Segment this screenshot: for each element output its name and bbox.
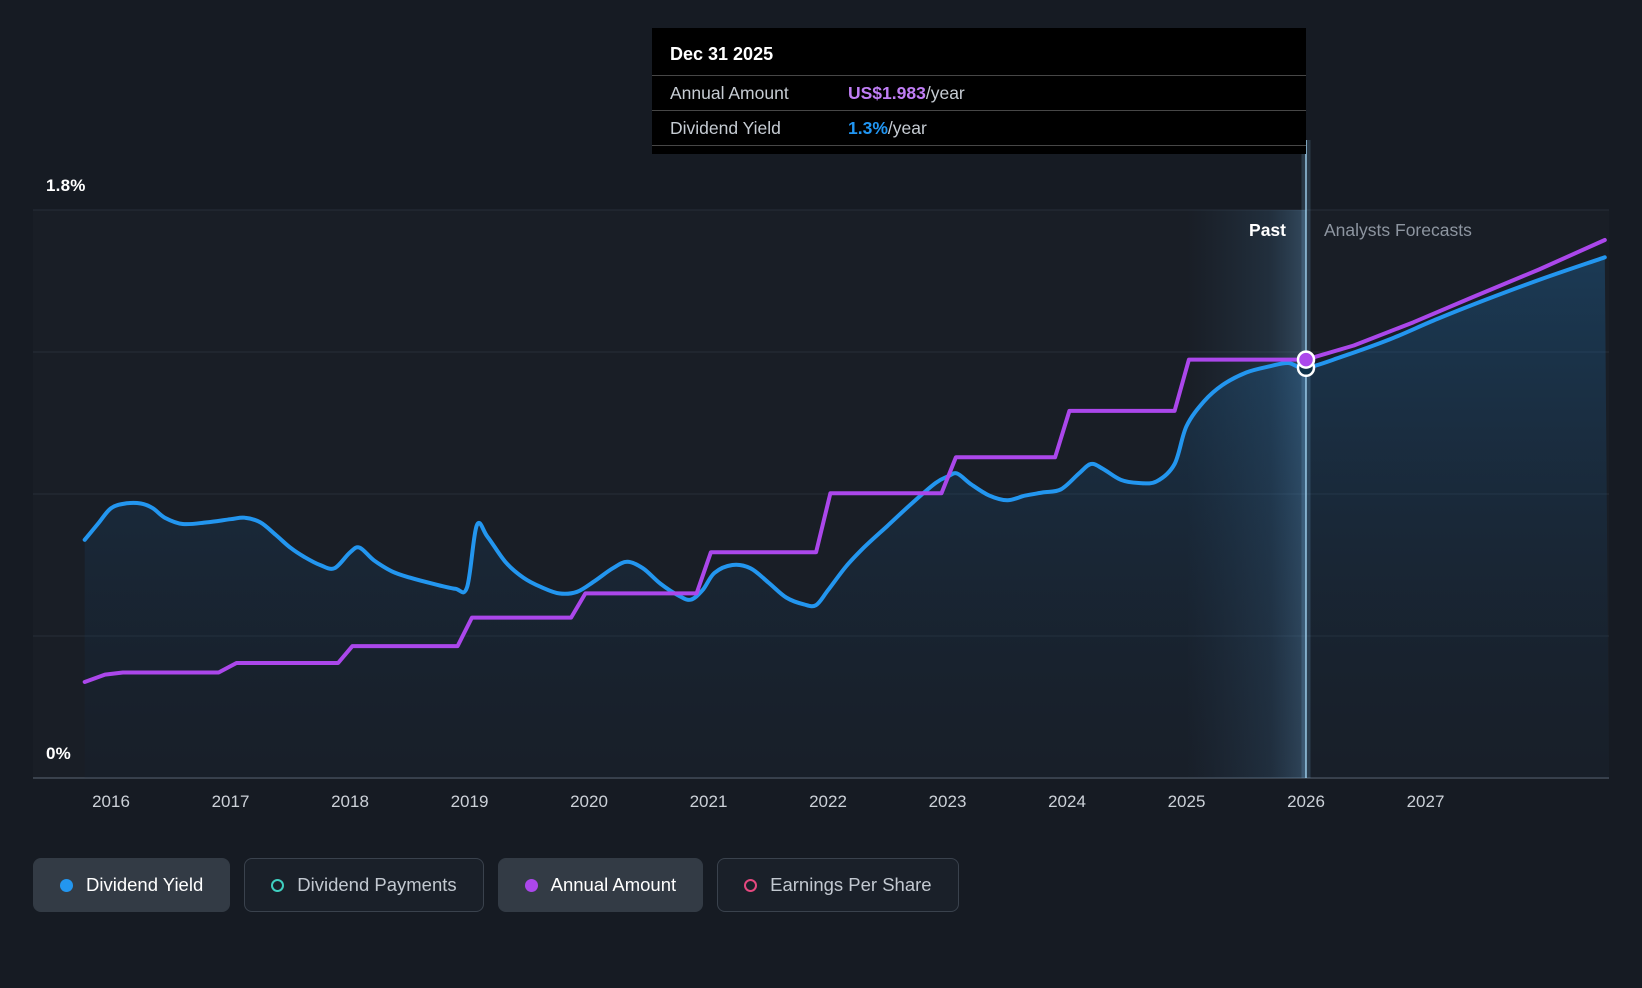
tooltip-row-dividend-yield: Dividend Yield 1.3% /year <box>652 111 1306 146</box>
dividend-yield-dot-icon <box>60 878 73 892</box>
x-tick-label: 2016 <box>92 792 130 811</box>
dividend-payments-ring-icon <box>271 878 285 892</box>
analysts-forecasts-label: Analysts Forecasts <box>1324 220 1472 240</box>
x-tick-label: 2024 <box>1048 792 1086 811</box>
x-tick-label: 2027 <box>1406 792 1445 811</box>
legend-label: Annual Amount <box>550 874 677 895</box>
y-axis-label-min: 0% <box>46 744 71 763</box>
tooltip-suffix: /year <box>887 117 927 138</box>
earnings-per-share-ring-icon <box>744 878 758 892</box>
tooltip-value: US$1.983 <box>848 82 926 103</box>
tooltip-value: 1.3% <box>848 117 888 138</box>
x-tick-label: 2017 <box>211 792 250 811</box>
x-tick-label: 2019 <box>450 792 489 811</box>
x-tick-label: 2025 <box>1167 792 1206 811</box>
past-region-label: Past <box>1249 220 1286 240</box>
x-tick-label: 2026 <box>1287 792 1325 811</box>
annual-amount-dot-icon <box>524 878 538 892</box>
tooltip-label: Dividend Yield <box>670 117 781 138</box>
tooltip-date: Dec 31 2025 <box>652 38 1306 76</box>
legend-toggle-earnings-per-share[interactable]: Earnings Per Share <box>717 858 959 912</box>
legend-label: Dividend Payments <box>297 874 457 895</box>
x-tick-label: 2021 <box>689 792 728 811</box>
x-tick-label: 2023 <box>928 792 967 811</box>
tooltip-row-annual-amount: Annual Amount US$1.983 /year <box>652 76 1306 111</box>
legend-label: Dividend Yield <box>86 874 204 895</box>
chart-tooltip: Dec 31 2025 Annual Amount US$1.983 /year… <box>652 28 1306 154</box>
legend-toggle-dividend-yield[interactable]: Dividend Yield <box>33 858 231 912</box>
chart-legend: Dividend Yield Dividend Payments Annual … <box>33 858 959 912</box>
x-tick-label: 2022 <box>809 792 847 811</box>
x-axis: 2016 2017 2018 2019 2020 2021 2022 2023 2024 2025… <box>0 792 1642 816</box>
tooltip-suffix: /year <box>925 82 965 103</box>
legend-toggle-annual-amount[interactable]: Annual Amount <box>497 858 704 912</box>
x-tick-label: 2018 <box>331 792 369 811</box>
legend-label: Earnings Per Share <box>770 874 932 895</box>
y-axis-label-max: 1.8% <box>46 176 86 195</box>
tooltip-label: Annual Amount <box>670 82 789 103</box>
x-tick-label: 2020 <box>570 792 608 811</box>
legend-toggle-dividend-payments[interactable]: Dividend Payments <box>244 858 484 912</box>
